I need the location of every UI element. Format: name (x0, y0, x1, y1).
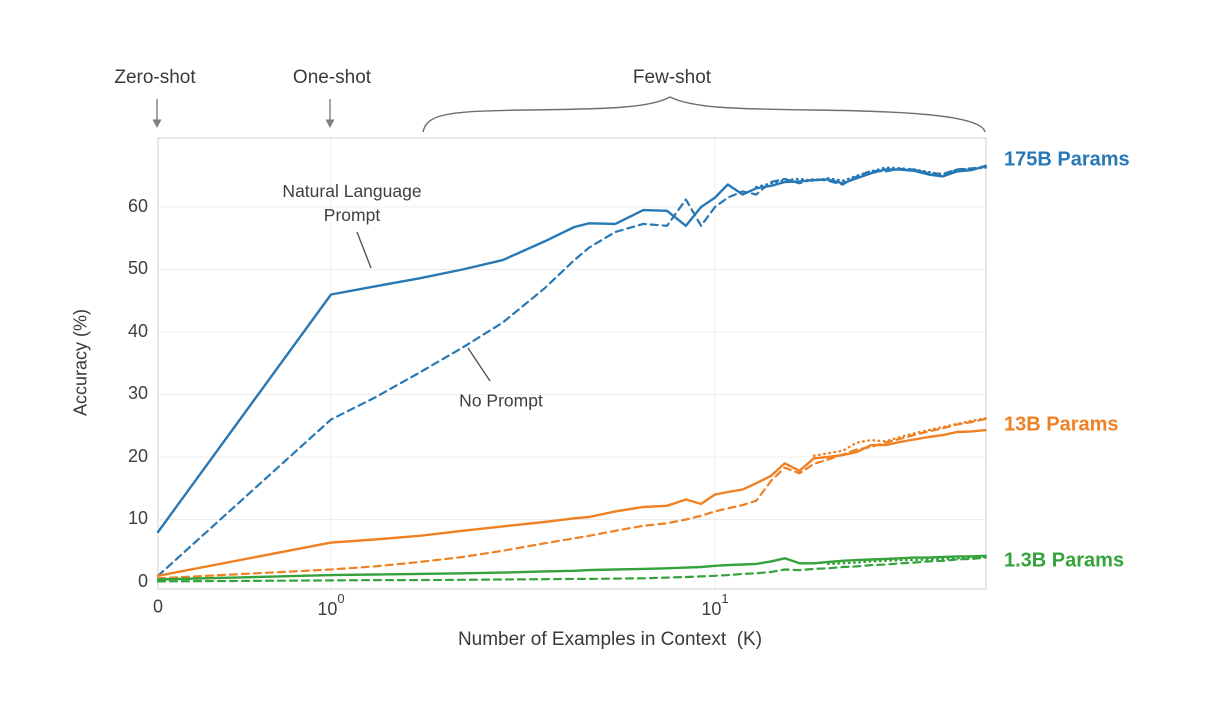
x-tick-1-exp: 0 (337, 591, 345, 606)
y-axis-title: Accuracy (%) (70, 309, 91, 417)
series-line-13B-dotted (812, 417, 987, 457)
x-axis-title: Number of Examples in Context (K) (457, 629, 763, 650)
x-tick-1-base: 10 (317, 599, 338, 619)
y-tick-30: 30 (127, 383, 148, 403)
series-line-1.3B-dotted (826, 555, 987, 566)
zero-shot-arrow-icon (152, 99, 162, 128)
x-tick-0: 0 (153, 597, 163, 618)
y-tick-20: 20 (127, 446, 148, 466)
x-tick-1: 100 (317, 591, 344, 620)
series-line-175B-solid (156, 164, 987, 534)
y-tick-10: 10 (127, 508, 148, 528)
zero-shot-label: Zero-shot (114, 67, 196, 88)
series-line-1.3B-solid (156, 554, 987, 581)
series-line-175B-dashed (156, 165, 987, 577)
no-prompt-pointer-line (467, 347, 491, 382)
series-label-1-3b-params: 1.3B Params (1004, 549, 1125, 572)
series-line-13B-solid (156, 428, 987, 577)
x-tick-0-base: 0 (152, 596, 164, 617)
natural-language-prompt-pointer-line (356, 231, 372, 269)
y-tick-0: 0 (137, 571, 148, 591)
few-shot-label: Few-shot (632, 67, 712, 88)
plot-border (157, 137, 987, 590)
y-tick-50: 50 (127, 258, 148, 278)
y-tick-60: 60 (127, 196, 148, 216)
one-shot-label: One-shot (292, 67, 372, 88)
natural-language-prompt-annotation: Natural Language Prompt (282, 181, 422, 225)
no-prompt-annotation: No Prompt (459, 390, 543, 411)
x-tick-10-exp: 1 (721, 591, 729, 606)
series-line-1.3B-dashed (156, 556, 987, 583)
one-shot-arrow-icon (325, 99, 335, 128)
x-tick-10: 101 (701, 591, 728, 620)
few-shot-brace-icon (422, 96, 986, 133)
series-label-175b-params: 175B Params (1004, 148, 1130, 171)
series-label-13b-params: 13B Params (1004, 413, 1119, 436)
x-tick-10-base: 10 (701, 599, 722, 619)
series-line-13B-dashed (156, 417, 987, 580)
y-tick-40: 40 (127, 321, 148, 341)
